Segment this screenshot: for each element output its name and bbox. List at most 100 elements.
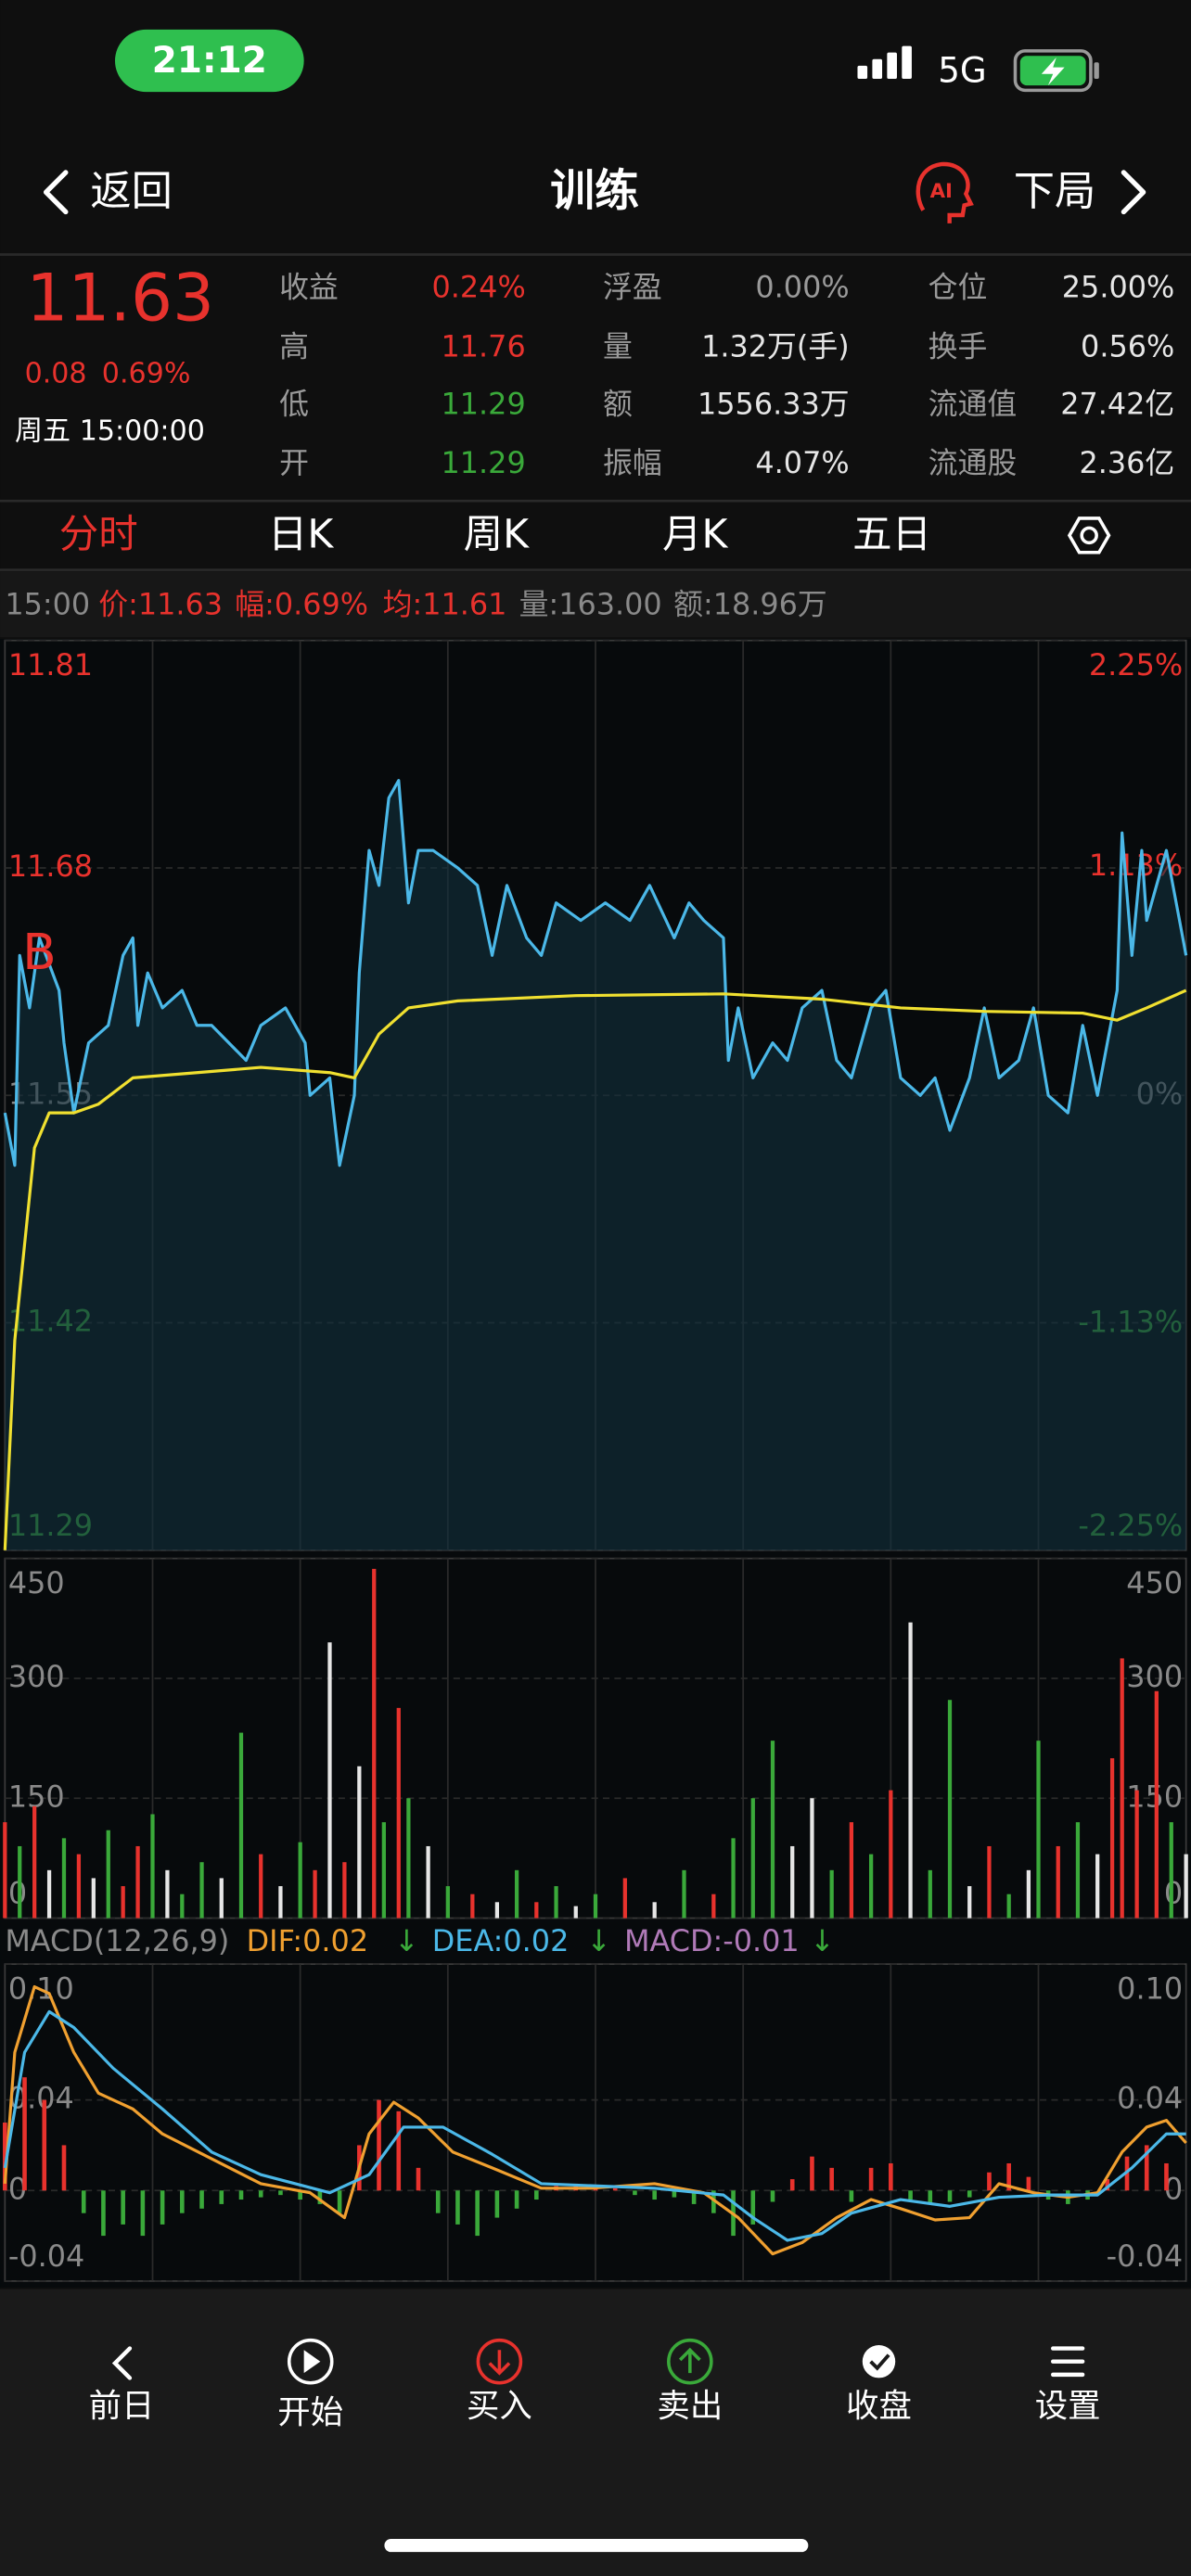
volume-bar (426, 1845, 430, 1919)
macd-bar (750, 2190, 756, 2225)
toolbar-label[interactable]: 卖出 (657, 2387, 723, 2425)
stat-value: 4.07% (755, 445, 849, 480)
stat-value: 0.56% (1081, 328, 1174, 363)
tab-settings-icon[interactable] (1067, 516, 1111, 555)
tab[interactable]: 周K (464, 513, 531, 558)
stat-label: 流通股 (928, 445, 1018, 480)
toolbar-bg (0, 2289, 1191, 2576)
macd-legend: MACD:-0.01 (624, 1923, 800, 1958)
macd-bar (377, 2099, 381, 2191)
macd-bar (868, 2167, 874, 2191)
volume-bar (1184, 1854, 1188, 1919)
toolbar-label[interactable]: 收盘 (846, 2387, 912, 2425)
y-tick-label-right: 0.10 (1117, 1970, 1183, 2006)
tab[interactable]: 日K (268, 513, 335, 558)
settings-icon[interactable] (1051, 2346, 1085, 2378)
tab[interactable]: 五日 (852, 513, 931, 558)
macd-bar (1105, 2179, 1110, 2191)
y-tick-label-right: 300 (1126, 1659, 1183, 1694)
start-icon[interactable] (287, 2338, 334, 2385)
macd-bar (672, 2190, 677, 2198)
y-tick-label: 11.81 (8, 647, 93, 682)
close-icon[interactable] (862, 2344, 896, 2378)
volume-bar (18, 1845, 22, 1919)
volume-bar (32, 1805, 37, 1919)
quote-price: 11.63 (26, 259, 214, 336)
volume-bar (150, 1814, 155, 1919)
toolbar-label[interactable]: 买入 (467, 2387, 532, 2425)
macd-bar (494, 2190, 500, 2218)
toolbar-label[interactable]: 开始 (277, 2393, 343, 2431)
quote-time: 周五 15:00:00 (15, 414, 205, 447)
macd-legend: ↓ (810, 1923, 835, 1958)
volume-bar (61, 1838, 67, 1919)
toolbar-label[interactable]: 设置 (1035, 2387, 1101, 2425)
macd-bar (416, 2167, 421, 2191)
macd-bar (789, 2179, 795, 2191)
y-tick-label-right: -0.04 (1107, 2238, 1183, 2274)
volume-bar (1134, 1790, 1139, 1919)
volume-bar (396, 1707, 401, 1919)
tab[interactable]: 分时 (59, 513, 138, 558)
macd-bar (435, 2190, 441, 2213)
macd-bar (81, 2190, 86, 2213)
area-fill (5, 780, 1186, 1550)
volume-bar (1095, 1854, 1100, 1919)
volume-bar (1154, 1690, 1159, 1919)
next-button[interactable]: 下局 (1014, 168, 1096, 215)
back-button[interactable]: 返回 (90, 168, 173, 215)
macd-bar (947, 2190, 953, 2202)
info-item: 幅:0.69% (235, 587, 368, 622)
volume-bar (1120, 1658, 1124, 1919)
back-icon[interactable] (43, 170, 69, 215)
volume-bar (1056, 1845, 1060, 1919)
y-tick-label-right: 450 (1126, 1565, 1183, 1600)
tab[interactable]: 月K (662, 513, 729, 558)
volume-bar (46, 1869, 52, 1919)
stat-label: 振幅 (603, 445, 662, 480)
y-tick-label: 0 (8, 1876, 27, 1911)
y-tick-label-right: 0 (1164, 1876, 1183, 1911)
volume-bar (573, 1906, 578, 1919)
volume-bar (849, 1822, 854, 1919)
macd-bar (337, 2190, 342, 2213)
volume-bar (750, 1798, 755, 1919)
info-bar-bg (0, 571, 1191, 638)
volume-bar (106, 1830, 110, 1919)
toolbar-label[interactable]: 前日 (89, 2387, 155, 2425)
macd-bar (160, 2190, 165, 2225)
prev-day-icon[interactable] (111, 2346, 133, 2380)
macd-bar (908, 2190, 913, 2200)
volume-bar (1075, 1822, 1081, 1919)
macd-bar (849, 2190, 854, 2202)
volume-bar (199, 1862, 204, 1919)
stat-label: 仓位 (928, 270, 988, 305)
battery-icon (1013, 49, 1099, 93)
volume-bar (534, 1902, 539, 1919)
home-indicator (384, 2538, 809, 2553)
next-icon[interactable] (1121, 170, 1146, 215)
annotation: B (22, 924, 56, 981)
macd-legend: DEA:0.02 (432, 1923, 570, 1958)
macd-bar (514, 2190, 519, 2209)
macd-bar (1006, 2162, 1011, 2191)
stat-label: 低 (279, 386, 309, 421)
macd-bar (22, 2077, 27, 2191)
volume-bar (342, 1862, 347, 1919)
nav-title: 训练 (550, 166, 639, 217)
y-tick-label: 11.68 (8, 848, 93, 884)
stat-value: 1.32万(手) (701, 328, 850, 363)
status-time: 21:12 (152, 40, 267, 82)
volume-bar (259, 1854, 263, 1919)
svg-text:AI: AI (930, 180, 953, 203)
buy-icon[interactable] (476, 2338, 523, 2385)
sell-icon[interactable] (667, 2338, 713, 2385)
macd-bar (967, 2190, 972, 2198)
line (3, 779, 1188, 1167)
macd-bar (121, 2190, 125, 2225)
volume-bar (180, 1894, 185, 1919)
ai-icon[interactable]: AI (916, 161, 974, 223)
macd-bar (534, 2190, 539, 2200)
macd-bar (612, 2187, 618, 2191)
